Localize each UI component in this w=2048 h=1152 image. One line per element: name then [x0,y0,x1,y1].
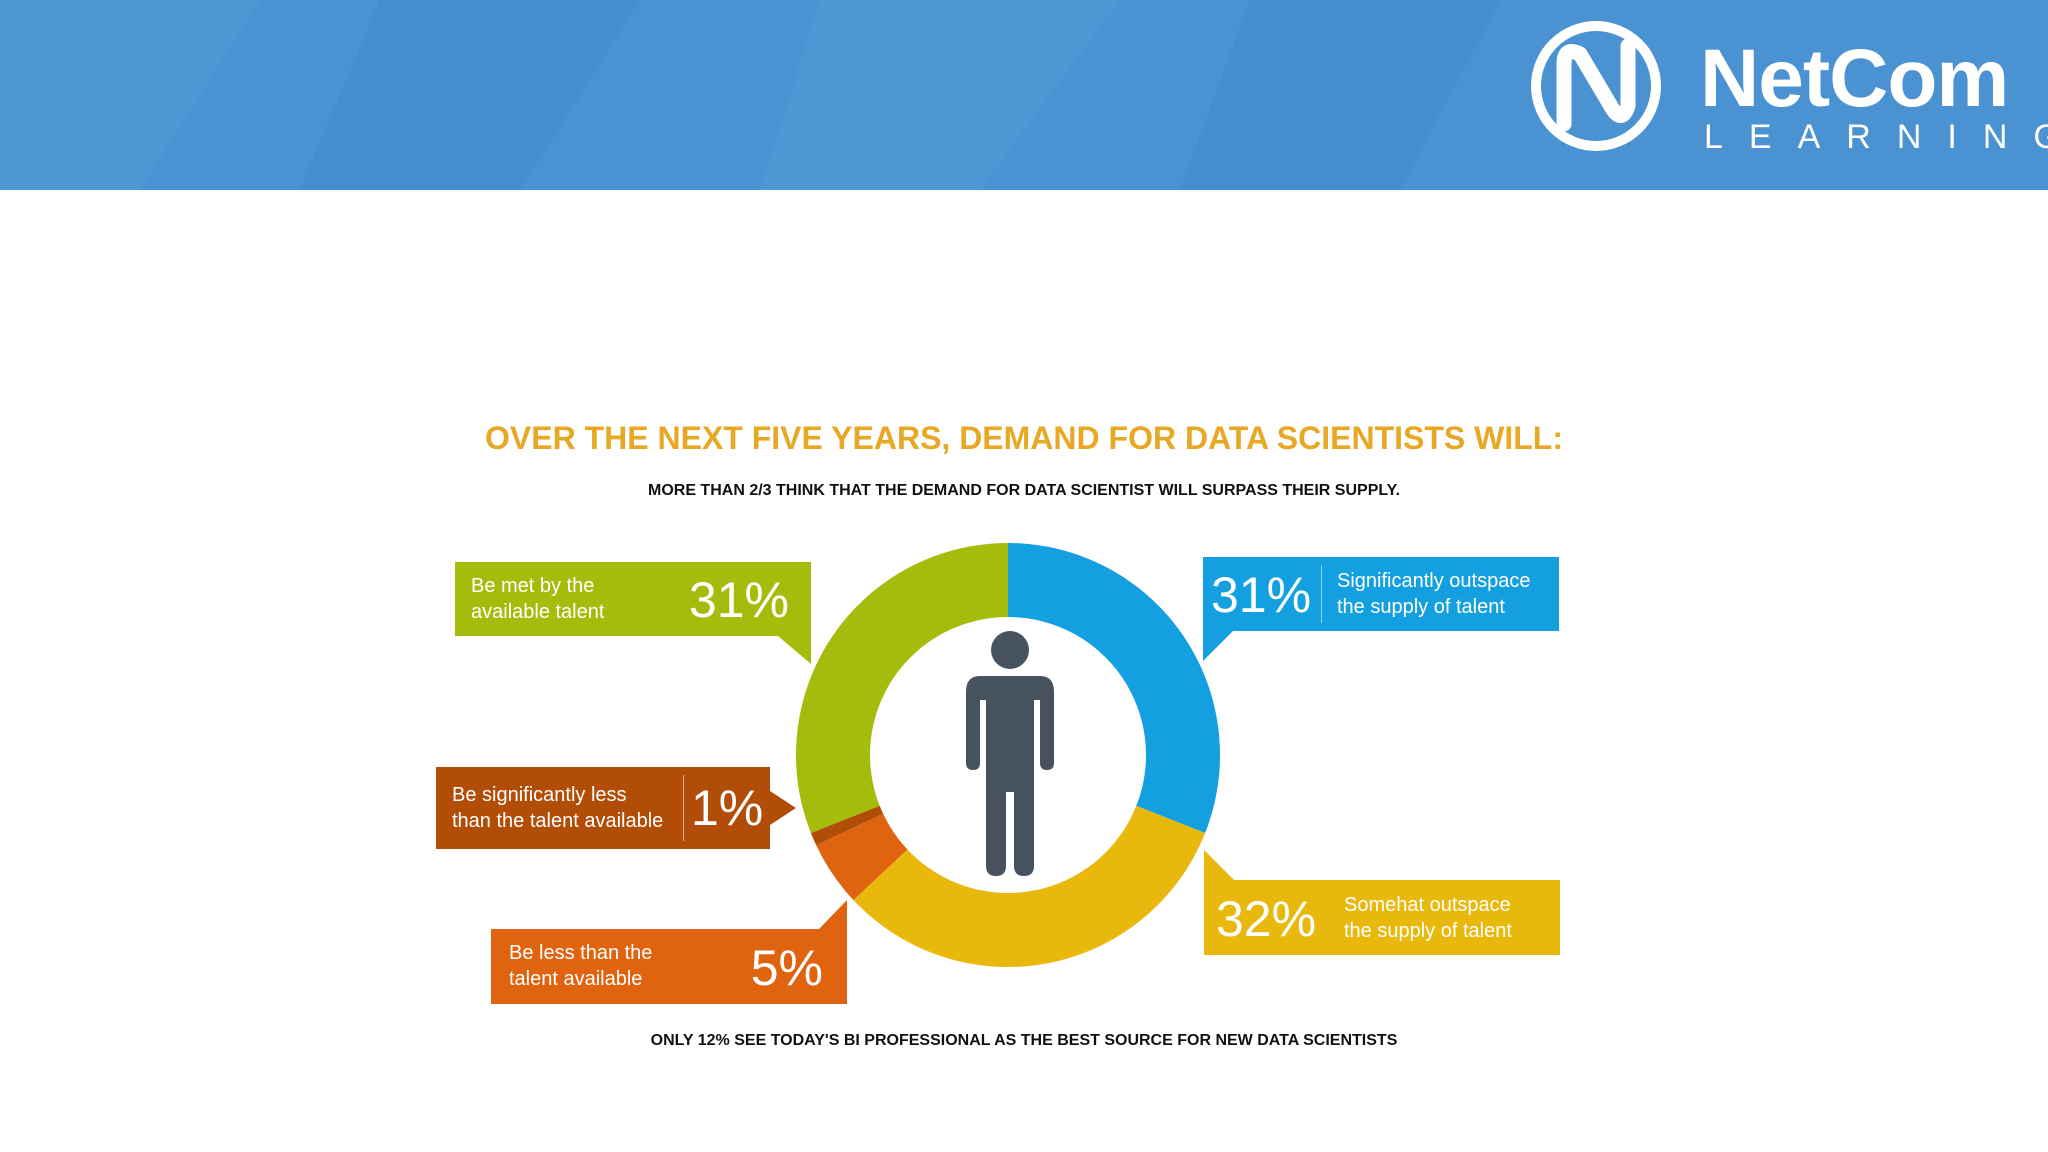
callout-percent: 1% [691,780,764,836]
callout-percent: 31% [1211,567,1312,623]
callout-label: Somehat outspace the supply of talent [1344,892,1512,944]
logo-wordmark: NetCom [1700,33,2009,124]
footer-note: ONLY 12% SEE TODAY'S BI PROFESSIONAL AS … [650,1032,1398,1049]
banner-pattern [0,0,1500,190]
netcom-n-circle-icon [1531,21,1661,151]
person-icon [966,631,1054,876]
callout-label: Be significantly less than the talent av… [452,782,663,834]
callout-pointer [1204,850,1234,880]
donut-slice-2 [816,813,908,901]
label-line-1: Be significantly less [452,784,627,806]
callout-somewhat-outspace: 32% Somehat outspace the supply of talen… [1204,880,1560,955]
label-line-2: talent available [509,968,643,990]
donut-slice-0 [1008,543,1221,834]
callout-divider [683,775,684,841]
callout-percent: 32% [1216,891,1317,947]
label-line-2: the supply of talent [1344,920,1512,942]
callout-label: Be met by the available talent [471,573,604,625]
callout-divider [1321,565,1322,623]
label-line-2: available talent [471,601,605,623]
callout-met-by-talent: Be met by the available talent 31% [455,562,811,636]
callout-significantly-less: Be significantly less than the talent av… [436,767,770,849]
callout-pointer [819,900,847,929]
callout-pointer [770,791,796,825]
callout-pointer [778,636,811,664]
callout-label: Significantly outspace the supply of tal… [1337,568,1530,620]
header-banner: NetCom LEARNING [0,0,2048,190]
callout-label: Be less than the talent available [509,940,652,992]
donut-slice-1 [853,805,1206,967]
donut-slice-4 [796,543,1008,834]
donut-slice-3 [810,805,884,846]
callout-significantly-outspace: 31% Significantly outspace the supply of… [1203,557,1559,631]
label-line-2: the supply of talent [1337,596,1505,618]
callout-pointer [1203,631,1233,661]
chart-subtitle: MORE THAN 2/3 THINK THAT THE DEMAND FOR … [647,482,1401,499]
callout-percent: 5% [750,940,823,996]
callout-less-than-talent: Be less than the talent available 5% [491,929,847,1004]
chart-title: OVER THE NEXT FIVE YEARS, DEMAND FOR DAT… [485,420,1563,456]
callout-percent: 31% [688,572,789,628]
label-line-2: than the talent available [452,810,664,832]
logo-subtitle: LEARNING [1704,118,2048,156]
label-line-1: Be less than the [509,942,653,964]
label-line-1: Be met by the [471,575,595,597]
label-line-1: Significantly outspace [1337,570,1531,592]
label-line-1: Somehat outspace [1344,894,1511,916]
netcom-logo[interactable]: NetCom LEARNING [1530,20,2048,160]
